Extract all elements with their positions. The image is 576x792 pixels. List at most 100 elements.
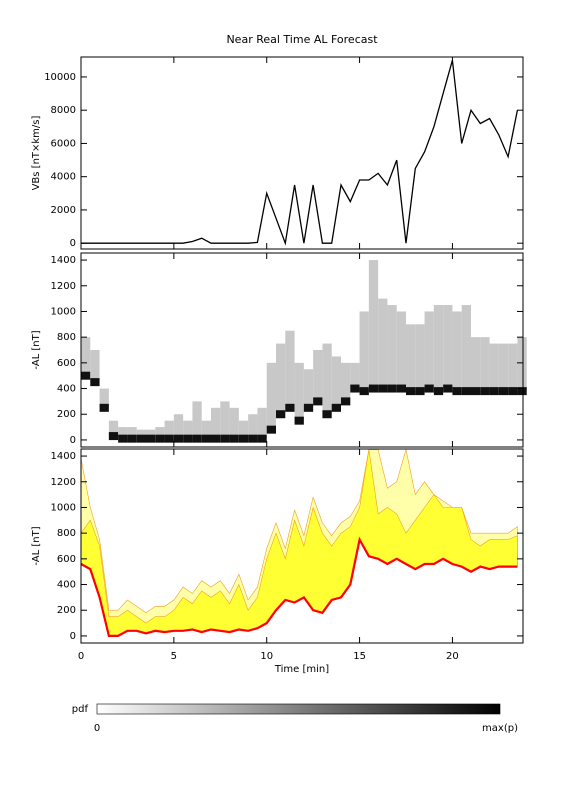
pdf-spread	[173, 414, 184, 439]
pdf-spread	[424, 311, 434, 389]
y-axis-label: VBs [nT×km/s]	[31, 115, 42, 190]
pdf-mode	[396, 384, 406, 393]
colorbar-label: pdf	[72, 704, 89, 715]
y-tick-label: 800	[57, 332, 76, 343]
x-tick-label: 5	[171, 651, 177, 662]
pdf-spread	[81, 337, 91, 376]
x-tick-label: 0	[78, 651, 84, 662]
y-tick-label: 600	[57, 358, 76, 369]
pdf-mode	[108, 432, 119, 441]
colorbar	[96, 703, 501, 715]
plot-frame	[80, 448, 524, 644]
pdf-mode	[498, 387, 509, 396]
pdf-spread	[99, 388, 109, 408]
pdf-spread	[294, 362, 304, 421]
pdf-mode	[127, 434, 137, 443]
pdf-spread	[350, 362, 360, 389]
pdf-mode	[155, 434, 165, 443]
pdf-mode	[118, 434, 128, 443]
pdf-spread	[396, 311, 406, 389]
x-tick-label: 20	[446, 651, 459, 662]
pdf-spread	[359, 311, 369, 392]
pdf-mode	[313, 397, 323, 406]
pdf-spread	[480, 337, 490, 392]
pdf-mode	[517, 387, 527, 396]
pdf-spread	[461, 305, 471, 392]
y-axis-label: -AL [nT]	[31, 330, 42, 369]
pdf-spread	[118, 427, 128, 439]
pdf-mode	[136, 434, 146, 443]
pdf-mode	[164, 434, 174, 443]
y-tick-label: 0	[70, 238, 76, 249]
pdf-spread	[489, 343, 499, 392]
pdf-spread	[452, 311, 462, 392]
pdf-mode	[359, 387, 369, 396]
pdf-mode	[433, 387, 444, 396]
pdf-spread	[313, 350, 323, 402]
y-tick-label: 2000	[51, 205, 76, 216]
pdf-mode	[406, 387, 416, 396]
pdf-spread	[108, 420, 119, 437]
pdf-mode	[285, 403, 295, 412]
pdf-spread	[146, 429, 156, 439]
pdf-mode	[238, 434, 249, 443]
pdf-spread	[443, 305, 453, 389]
pdf-mode	[276, 410, 286, 419]
plot-frame	[80, 252, 524, 448]
pdf-mode	[415, 387, 425, 396]
inner-band	[80, 449, 518, 637]
pdf-spread	[155, 427, 165, 439]
plot-frame	[80, 56, 524, 250]
pdf-mode	[303, 403, 314, 412]
y-tick-label: 1000	[51, 502, 76, 513]
vbs-line	[81, 60, 519, 246]
pdf-spread	[378, 298, 388, 389]
pdf-mode	[350, 384, 360, 393]
x-tick-label: 10	[260, 651, 273, 662]
pdf-spread	[192, 401, 202, 439]
pdf-spread	[220, 401, 230, 439]
pdf-spread	[229, 407, 239, 439]
pdf-spread	[266, 362, 276, 430]
pdf-spread	[303, 369, 314, 408]
y-tick-label: 0	[70, 631, 76, 642]
pdf-mode	[81, 371, 91, 380]
pdf-mode	[99, 403, 109, 412]
pdf-mode	[229, 434, 239, 443]
y-tick-label: 400	[57, 580, 76, 591]
y-tick-label: 1200	[51, 281, 76, 292]
pdf-spread	[517, 337, 527, 392]
pdf-mode	[471, 387, 481, 396]
pdf-mode	[90, 378, 100, 387]
pdf-spread	[331, 356, 341, 408]
pdf-mode	[452, 387, 462, 396]
y-tick-label: 8000	[51, 105, 76, 116]
pdf-spread	[508, 343, 518, 392]
pdf-mode	[294, 416, 304, 425]
pdf-spread	[406, 324, 416, 392]
y-tick-label: 200	[57, 605, 76, 616]
pdf-mode	[461, 387, 471, 396]
pdf-mode	[480, 387, 490, 396]
pdf-mode	[146, 434, 156, 443]
pdf-spread	[341, 362, 351, 402]
pdf-spread	[183, 420, 193, 439]
y-tick-label: 1000	[51, 306, 76, 317]
x-axis-label: Time [min]	[274, 664, 329, 675]
pdf-spread	[415, 324, 425, 392]
pdf-spread	[127, 427, 137, 439]
y-tick-label: 0	[70, 435, 76, 446]
pdf-spread	[285, 330, 295, 408]
pdf-mode	[424, 384, 434, 393]
y-tick-label: 200	[57, 409, 76, 420]
y-tick-label: 1400	[51, 255, 76, 266]
pdf-spread	[498, 343, 509, 392]
y-tick-label: 6000	[51, 138, 76, 149]
pdf-mode	[508, 387, 518, 396]
pdf-mode	[192, 434, 202, 443]
pdf-mode	[257, 434, 267, 443]
y-tick-label: 1200	[51, 477, 76, 488]
pdf-spread	[248, 414, 258, 439]
y-tick-label: 600	[57, 554, 76, 565]
